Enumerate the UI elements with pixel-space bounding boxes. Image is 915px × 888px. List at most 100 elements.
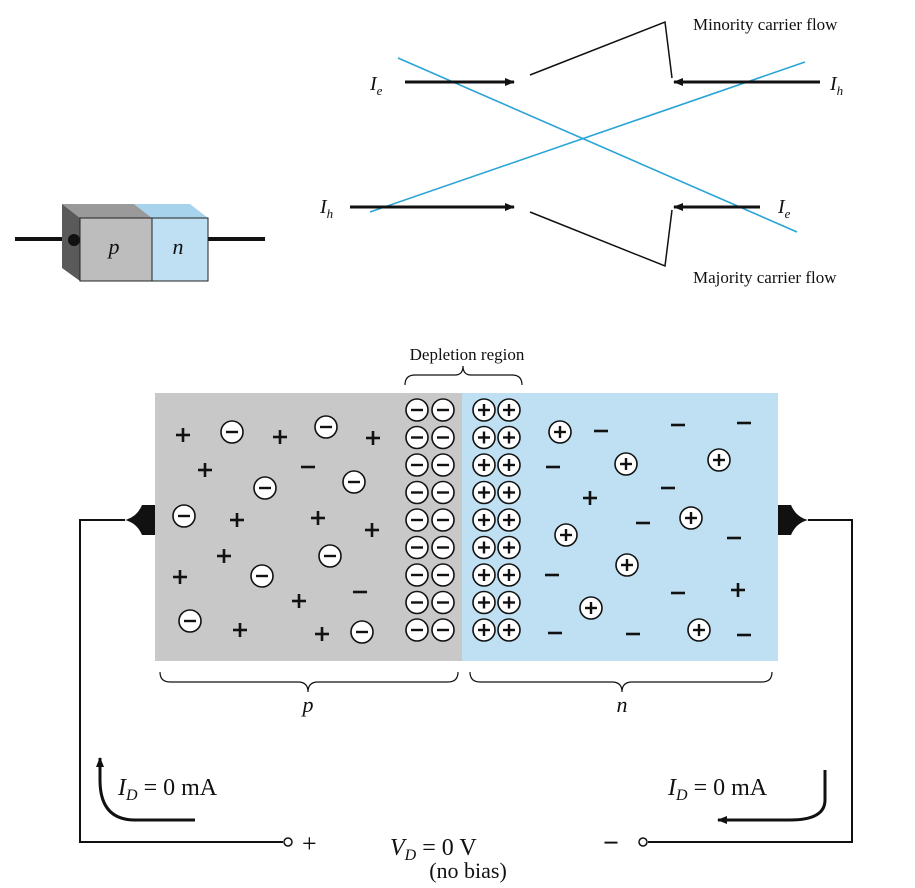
acceptor-ion [431, 508, 455, 532]
n-region-label: n [617, 692, 628, 717]
donor-ion [614, 452, 638, 476]
acceptor-ion [431, 535, 455, 560]
hole-carrier [315, 627, 329, 641]
acceptor-ion [405, 425, 429, 450]
acceptor-ion [431, 563, 455, 587]
block-p-top [62, 204, 152, 218]
minority-carrier-flow-label: Minority carrier flow [693, 15, 838, 34]
hole-carrier [173, 570, 187, 584]
external-circuit: + − ID = 0 mA ID = 0 mA VD = 0 V (no bia… [79, 519, 853, 883]
cross-line-a [397, 57, 798, 233]
donor-ion [497, 563, 521, 587]
minus-terminal-sign: − [603, 828, 619, 859]
negative-terminal [638, 837, 648, 847]
donor-ion [554, 523, 578, 547]
block-n-face [151, 217, 209, 282]
left-wire [79, 519, 283, 843]
acceptor-ion [405, 480, 429, 505]
hole-carrier [198, 463, 212, 477]
acceptor-ion [250, 564, 274, 588]
donor-ion [497, 508, 521, 532]
block-n-label: n [173, 234, 184, 259]
block-contact-dot [68, 234, 80, 246]
acceptor-ion [431, 590, 455, 615]
acceptor-ion [172, 504, 196, 528]
acceptor-ion [405, 535, 429, 560]
hole-carrier [366, 431, 380, 445]
hole-carrier [176, 428, 190, 442]
left-contact [125, 505, 155, 535]
diode-block: p n [15, 204, 265, 282]
acceptor-ion [220, 420, 244, 444]
donor-ion [472, 590, 496, 615]
donor-ion [497, 453, 521, 477]
hole-carrier [583, 491, 597, 505]
donor-ion [472, 398, 496, 422]
donor-ion [548, 420, 572, 444]
ie-top-label: Ie [369, 73, 383, 98]
donor-ion [497, 480, 521, 505]
right-wire [648, 519, 853, 843]
ih-top-label: Ih [829, 73, 843, 98]
depletion-ions [405, 398, 521, 642]
carrier-flow-diagram: Ie Ih Ih Ie Minority carrier flow Majori… [319, 15, 843, 287]
hole-carrier [233, 623, 247, 637]
vd-label: VD = 0 V [390, 835, 477, 864]
hole-carrier [217, 549, 231, 563]
acceptor-ion [405, 618, 429, 642]
majority-carrier-flow-label: Majority carrier flow [693, 268, 837, 287]
n-side-carriers [545, 420, 751, 642]
acceptor-ion [431, 425, 455, 450]
donor-ion [615, 553, 639, 577]
p-brace [159, 671, 459, 693]
majority-bracket [529, 209, 673, 268]
acceptor-ion [405, 398, 429, 422]
hole-carrier [292, 594, 306, 608]
ih-bottom-label: Ih [319, 196, 333, 221]
acceptor-ion [431, 618, 455, 642]
id-right-arrow [717, 770, 827, 824]
donor-ion [472, 508, 496, 532]
p-region-label: p [301, 692, 314, 717]
donor-ion [497, 535, 521, 560]
right-contact [778, 505, 808, 535]
id-left-label: ID = 0 mA [117, 775, 218, 804]
junction: Depletion region p n [125, 345, 808, 717]
acceptor-ion [405, 590, 429, 615]
plus-terminal-sign: + [302, 829, 317, 858]
donor-ion [679, 506, 703, 530]
donor-ion [472, 425, 496, 450]
donor-ion [472, 480, 496, 505]
acceptor-ion [405, 563, 429, 587]
donor-ion [472, 618, 496, 642]
hole-carrier [365, 523, 379, 537]
no-bias-label: (no bias) [429, 858, 507, 883]
depletion-region-label: Depletion region [410, 345, 525, 364]
acceptor-ion [431, 480, 455, 505]
acceptor-ion [178, 609, 202, 633]
donor-ion [497, 618, 521, 642]
donor-ion [687, 618, 711, 642]
id-left-arrow [96, 757, 195, 822]
donor-ion [472, 535, 496, 560]
depletion-brace [404, 365, 523, 386]
donor-ion [579, 596, 603, 620]
hole-carrier [273, 430, 287, 444]
acceptor-ion [405, 453, 429, 477]
block-n-top [134, 204, 208, 218]
donor-ion [497, 398, 521, 422]
block-p-label: p [107, 234, 120, 259]
hole-carrier [731, 583, 745, 597]
acceptor-ion [253, 476, 277, 500]
donor-ion [472, 563, 496, 587]
donor-ion [472, 453, 496, 477]
acceptor-ion [405, 508, 429, 532]
acceptor-ion [314, 415, 338, 439]
block-p-face [79, 217, 153, 282]
donor-ion [497, 425, 521, 450]
acceptor-ion [431, 453, 455, 477]
positive-terminal [283, 837, 293, 847]
minority-bracket [529, 20, 673, 79]
ie-bottom-label: Ie [777, 196, 791, 221]
